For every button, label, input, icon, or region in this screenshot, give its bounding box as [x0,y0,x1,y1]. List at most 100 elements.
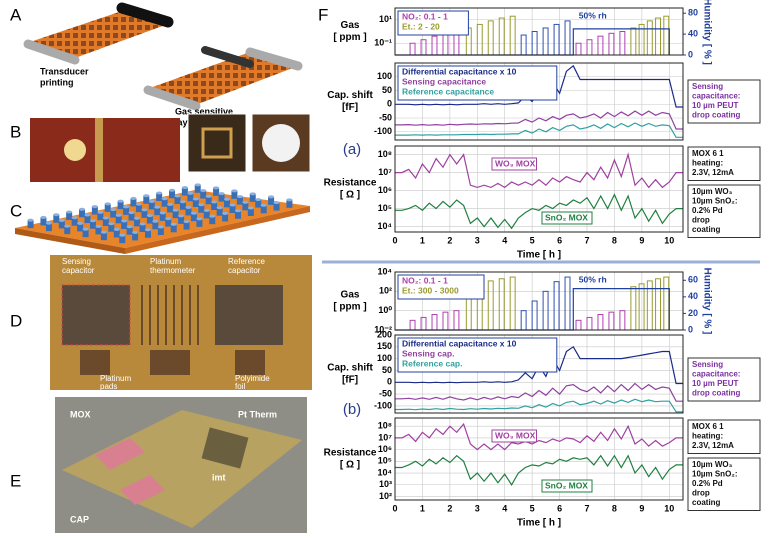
cylinder-top [249,192,256,196]
cylinder-top [229,203,236,207]
cylinder [229,205,236,213]
photo-e [55,397,307,533]
photo-b [30,113,311,182]
y-axis-label: Cap. shift [327,363,373,374]
legend-label: SnO₂ MOX [545,480,588,490]
slab-side [125,206,310,254]
cylinder-top [66,210,73,214]
cylinder [64,226,71,235]
note-line: capacitance: [692,92,740,101]
y-tick-label: 10⁷ [378,167,392,177]
pad [80,350,110,375]
note-line: coating [692,225,721,234]
cylinder [126,226,133,235]
cylinder-top [126,225,133,229]
y-tick-label: 200 [377,329,392,339]
y-tick-label: 50 [382,85,392,95]
y-tick-label: 10⁴ [378,467,392,477]
cylinder [110,209,117,218]
cylinder [185,207,192,216]
cylinder-top [255,198,262,202]
cylinder [159,212,166,221]
annotation: 50% rh [579,274,607,284]
note-line: capacitance: [692,370,740,379]
caption: pads [100,382,117,391]
cylinder [77,223,84,232]
note-line: 10µm SnO₂: [692,197,738,206]
y-axis-label: Resistance [324,178,377,189]
y2-tick-label: 0 [688,324,693,334]
cylinder [273,202,280,211]
y-axis-label: Resistance [324,448,377,459]
roller [201,46,254,68]
y-tick-label: 10² [379,286,392,296]
x-tick-label: 9 [639,235,644,245]
cylinder [157,227,164,235]
y-tick-label: -50 [379,112,392,122]
y-tick-label: 10⁸ [378,421,392,431]
y-tick-label: 10⁵ [378,203,392,213]
cylinder [91,206,98,215]
cylinder [213,187,220,196]
sensor-dot [64,139,86,161]
cylinder [196,218,203,227]
cylinder-top [231,189,238,193]
mox-pad [120,475,165,505]
note-line: heating: [692,432,723,441]
cylinder [102,218,109,226]
cylinder-top [165,217,172,221]
note-line: coating [692,498,721,507]
cylinder [132,232,139,241]
cylinder-top [273,201,280,205]
note-line: 0.2% Pd [692,479,723,488]
cylinder [130,198,137,207]
cylinder [135,204,142,213]
cylinder [255,199,262,208]
y-tick-label: 10⁻¹ [374,38,392,48]
caption: Platinum [150,257,181,266]
cylinder [268,196,275,205]
y-tick-label: -50 [379,388,392,398]
cylinder [249,193,256,202]
y2-axis-label: Humidity [ % ] [701,268,712,335]
x-tick-label: 5 [530,503,535,513]
note-box [687,146,761,181]
cylinder-top [213,186,220,190]
cylinder-top [190,211,197,215]
legend-box [397,10,469,36]
cylinder [148,201,155,210]
cylinder [45,223,52,232]
cylinder-top [95,224,102,228]
data-line [395,122,683,138]
cylinder [117,201,124,210]
cylinder-top [172,208,179,212]
cylinder [128,212,135,221]
photo [30,118,180,182]
x-tick-label: 4 [502,235,507,245]
caption: Transducer [40,66,89,76]
cylinder-top [200,189,207,193]
cylinder-top [196,217,203,221]
cylinder-top [268,195,275,199]
cylinder [79,209,86,218]
cylinder [146,215,153,224]
cylinder-top [141,208,148,212]
plot-frame [394,271,684,331]
cylinder-top [135,202,142,206]
cylinder-top [132,230,139,234]
panel-letter: F [318,5,328,24]
inset [251,113,311,173]
cylinder-top [40,215,47,219]
data-line [395,454,683,486]
plot-frame [394,145,684,233]
data-line [395,382,683,402]
cylinder-top [178,214,185,218]
cylinder [152,221,159,230]
legend-label: Et.: 2 - 20 [402,21,440,31]
data-line [395,193,683,230]
legend-label: Reference capacitance [402,86,494,96]
cylinder-top [134,216,141,220]
cylinder-top [148,199,155,203]
cylinder [66,212,73,220]
cylinder [161,198,168,207]
